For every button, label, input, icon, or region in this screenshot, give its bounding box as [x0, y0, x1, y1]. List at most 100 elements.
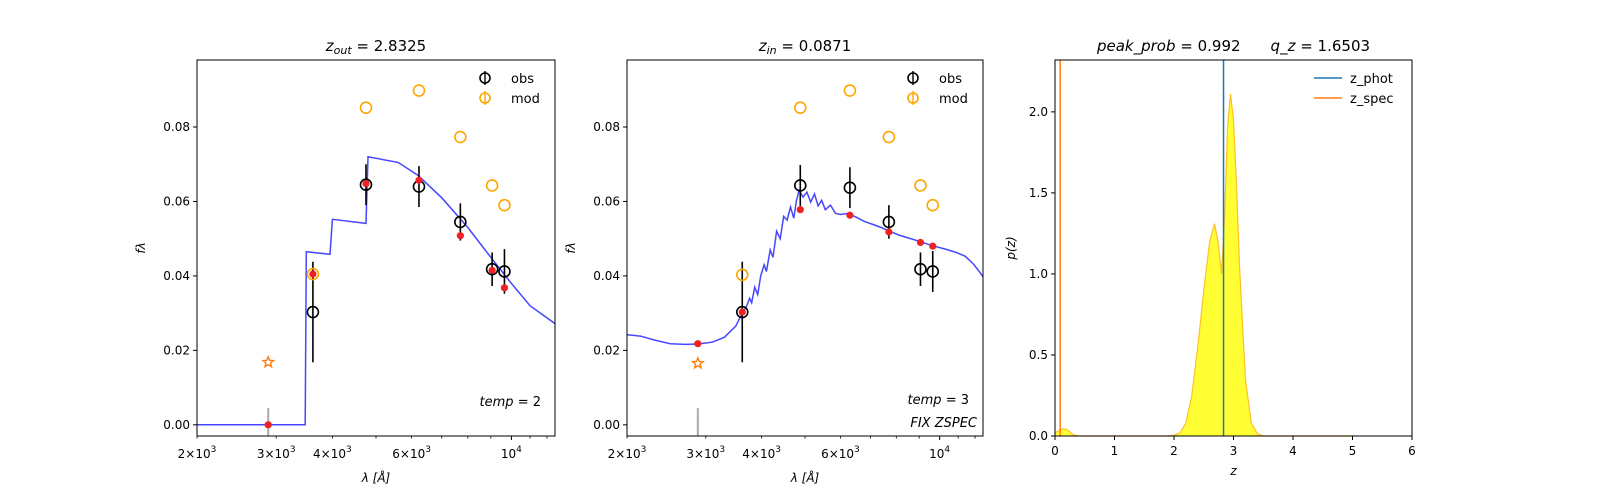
- legend-mod-label: mod: [511, 92, 540, 107]
- template-point-5: [488, 266, 496, 274]
- upper-limit-star: [690, 355, 705, 370]
- observed-point-4: [914, 262, 927, 276]
- observed-point-3: [454, 215, 467, 229]
- y-axis-label: fλ: [134, 242, 148, 253]
- x-tick-label: 104: [929, 445, 950, 461]
- legend-obs-label: obs: [511, 72, 534, 87]
- model-point-0: [735, 268, 749, 282]
- sed-panel-zin: 0.00 0.02 0.04 0.06 0.08 2×103 3×103 4×103 6×103…: [564, 37, 984, 485]
- y-tick-label: 0.04: [593, 269, 620, 283]
- observed-point-5: [926, 265, 940, 278]
- model-point-0: [306, 267, 320, 281]
- template-point-2: [362, 179, 370, 188]
- template-point-4: [885, 228, 893, 236]
- template-point-4: [456, 232, 464, 240]
- model-point-5: [498, 198, 511, 212]
- legend-zspec-label: z_spec: [1350, 92, 1394, 107]
- template-point-0: [264, 421, 272, 429]
- axes-frame: [626, 59, 984, 437]
- model-point-1: [793, 101, 807, 114]
- axes-frame: [196, 59, 556, 437]
- template-point-3: [415, 176, 423, 184]
- legend-mod-label: mod: [939, 92, 968, 107]
- template-point-0: [694, 340, 702, 348]
- upper-limit-star: [261, 354, 276, 369]
- x-tick-label: 6×103: [821, 445, 860, 461]
- x-axis-label: λ [Å]: [361, 470, 391, 485]
- x-tick-label: 6×103: [392, 445, 431, 461]
- y-tick-label: 1.0: [1029, 267, 1048, 281]
- x-tick-label: 3: [1230, 444, 1238, 458]
- y-tick-label: 0.02: [163, 343, 190, 357]
- model-point-5: [926, 198, 940, 212]
- x-tick-label: 6: [1408, 444, 1416, 458]
- panel-title: zout = 2.8325: [325, 37, 426, 57]
- template-point-1: [738, 308, 746, 316]
- template-point-3: [846, 211, 854, 219]
- pdf-fill: [1055, 94, 1353, 436]
- x-tick-label: 1: [1111, 444, 1119, 458]
- model-point-4: [914, 179, 927, 192]
- observed-point-5: [498, 265, 511, 278]
- observed-point-2: [843, 181, 857, 194]
- model-point-3: [454, 130, 467, 144]
- observed-point-0: [306, 305, 320, 319]
- x-tick-label: 4: [1289, 444, 1297, 458]
- observed-point-1: [793, 179, 807, 192]
- model-point-4: [485, 179, 499, 192]
- pdf-edge: [1054, 93, 1353, 437]
- x-tick-label: 4×103: [313, 445, 352, 461]
- template-point-6: [929, 242, 937, 250]
- plot-area: [197, 84, 555, 436]
- x-tick-label: 104: [501, 445, 522, 461]
- template-point-2: [796, 206, 804, 214]
- x-tick-label: 5: [1349, 444, 1357, 458]
- template-annotation: temp = 2: [480, 395, 541, 410]
- template-annotation: temp = 3: [908, 393, 969, 408]
- pz-panel: 0 1 2 3 4 5 6 0.0 0.5 1.0 1.5 2.0 z p(z) peak_prob = 0…: [1004, 37, 1416, 478]
- template-point-5: [916, 238, 925, 247]
- x-tick-label: 4×103: [742, 445, 781, 461]
- y-tick-label: 2.0: [1029, 105, 1048, 119]
- x-tick-label: 3×103: [257, 445, 296, 461]
- fix-zspec-annotation: FIX ZSPEC: [910, 416, 978, 431]
- y-tick-label: 0.5: [1029, 348, 1048, 362]
- template-sed-line: [197, 155, 555, 426]
- observed-point-1: [359, 178, 373, 192]
- x-axis-label: λ [Å]: [790, 470, 820, 485]
- x-axis-label: z: [1229, 464, 1237, 478]
- x-tick-label: 2: [1170, 444, 1178, 458]
- y-tick-label: 1.5: [1029, 186, 1048, 200]
- x-tick-label: 3×103: [686, 445, 725, 461]
- template-point-6: [500, 284, 509, 292]
- model-point-2: [843, 84, 857, 97]
- y-tick-label: 0.00: [163, 418, 190, 432]
- y-tick-label: 0.06: [593, 194, 620, 208]
- sed-panel-zout: 0.00 0.02 0.04 0.06 0.08 2×103 3×103 4×103 6×103…: [134, 37, 556, 485]
- x-tick-label: 0: [1051, 444, 1059, 458]
- plot-area: [627, 84, 983, 436]
- model-point-2: [412, 84, 426, 97]
- legend-obs-label: obs: [939, 72, 962, 87]
- legend-zphot-label: z_phot: [1350, 72, 1393, 87]
- y-tick-label: 0.0: [1029, 429, 1048, 443]
- model-point-1: [359, 101, 373, 114]
- y-tick-label: 0.06: [163, 194, 190, 208]
- y-tick-label: 0.02: [593, 343, 620, 357]
- x-tick-label: 2×103: [178, 445, 217, 461]
- y-tick-label: 0.04: [163, 269, 190, 283]
- observed-point-0: [735, 305, 749, 319]
- model-point-3: [882, 130, 896, 144]
- y-tick-label: 0.00: [593, 418, 620, 432]
- observed-point-3: [882, 215, 896, 229]
- template-point-1: [309, 270, 317, 278]
- panel-title: zin = 0.0871: [758, 37, 852, 57]
- x-tick-label: 2×103: [608, 445, 647, 461]
- observed-point-4: [485, 262, 499, 276]
- panel-title: peak_prob = 0.992 q_z = 1.6503: [1096, 37, 1370, 56]
- y-tick-label: 0.08: [593, 120, 620, 134]
- y-tick-label: 0.08: [163, 120, 190, 134]
- y-axis-label: fλ: [564, 242, 578, 253]
